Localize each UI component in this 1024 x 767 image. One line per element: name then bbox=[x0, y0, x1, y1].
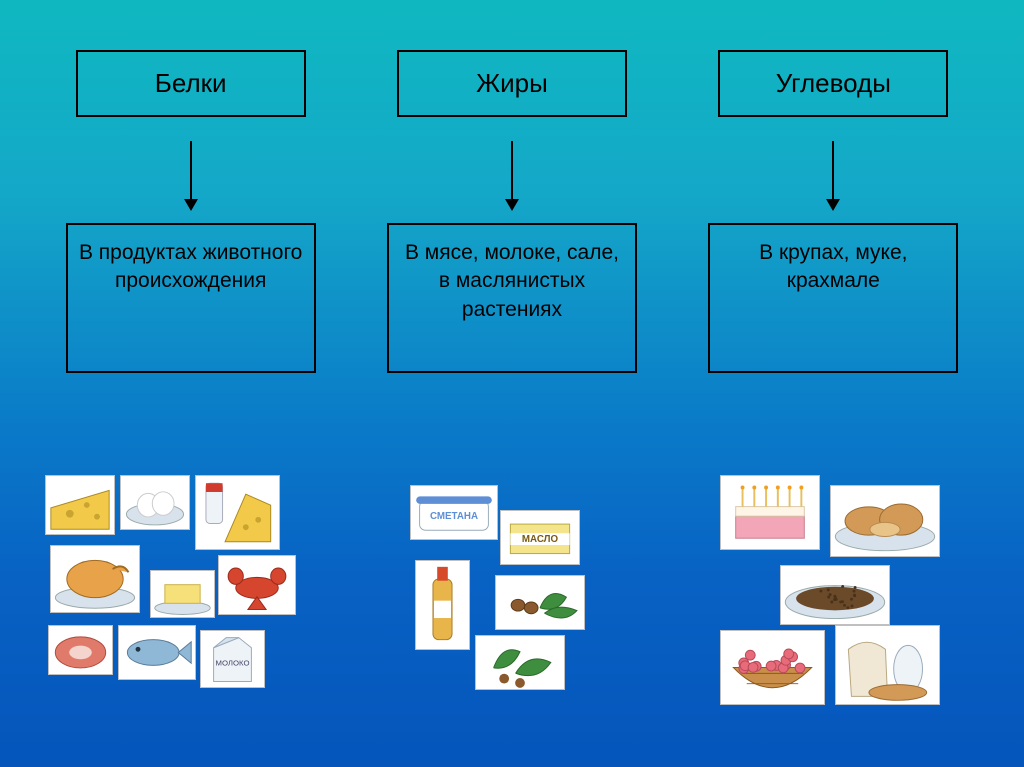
arrow-icon bbox=[826, 141, 840, 211]
column-proteins: Белки В продуктах животного происхождени… bbox=[51, 50, 331, 373]
butter-pack-icon: МАСЛО bbox=[500, 510, 580, 565]
berries-basket-icon bbox=[720, 630, 825, 705]
milk-carton-icon: МОЛОКО bbox=[200, 630, 265, 688]
arrow-icon bbox=[184, 141, 198, 211]
oil-bottle-icon bbox=[415, 560, 470, 650]
food-icons-area: МОЛОКО СМЕТАНА МАСЛО bbox=[0, 475, 1024, 755]
column-fats: Жиры В мясе, молоке, сале, в маслянистых… bbox=[372, 50, 652, 373]
desc-proteins: В продуктах животного происхождения bbox=[66, 223, 316, 373]
desc-fats: В мясе, молоке, сале, в маслянистых раст… bbox=[387, 223, 637, 373]
header-carbs: Углеводы bbox=[718, 50, 948, 117]
column-carbs: Углеводы В крупах, муке, крахмале bbox=[693, 50, 973, 373]
steak-icon bbox=[48, 625, 113, 675]
cheese-wedge-icon bbox=[45, 475, 115, 535]
header-fats: Жиры bbox=[397, 50, 627, 117]
butter-block-icon bbox=[150, 570, 215, 618]
svg-text:СМЕТАНА: СМЕТАНА bbox=[430, 511, 478, 522]
eggs-plate-icon bbox=[120, 475, 190, 530]
lobster-icon bbox=[218, 555, 296, 615]
birthday-cake-icon bbox=[720, 475, 820, 550]
herbs-leaves-icon bbox=[475, 635, 565, 690]
nuts-leaves-icon bbox=[495, 575, 585, 630]
arrow-icon bbox=[505, 141, 519, 211]
svg-text:МОЛОКО: МОЛОКО bbox=[216, 659, 250, 668]
svg-text:МАСЛО: МАСЛО bbox=[522, 534, 559, 545]
sour-cream-icon: СМЕТАНА bbox=[410, 485, 498, 540]
desc-carbs: В крупах, муке, крахмале bbox=[708, 223, 958, 373]
bread-plate-icon bbox=[830, 485, 940, 557]
header-proteins: Белки bbox=[76, 50, 306, 117]
porridge-icon bbox=[780, 565, 890, 625]
flour-sack-icon bbox=[835, 625, 940, 705]
roast-chicken-icon bbox=[50, 545, 140, 613]
milk-cheese-icon bbox=[195, 475, 280, 550]
fish-icon bbox=[118, 625, 196, 680]
columns-row: Белки В продуктах животного происхождени… bbox=[0, 0, 1024, 373]
